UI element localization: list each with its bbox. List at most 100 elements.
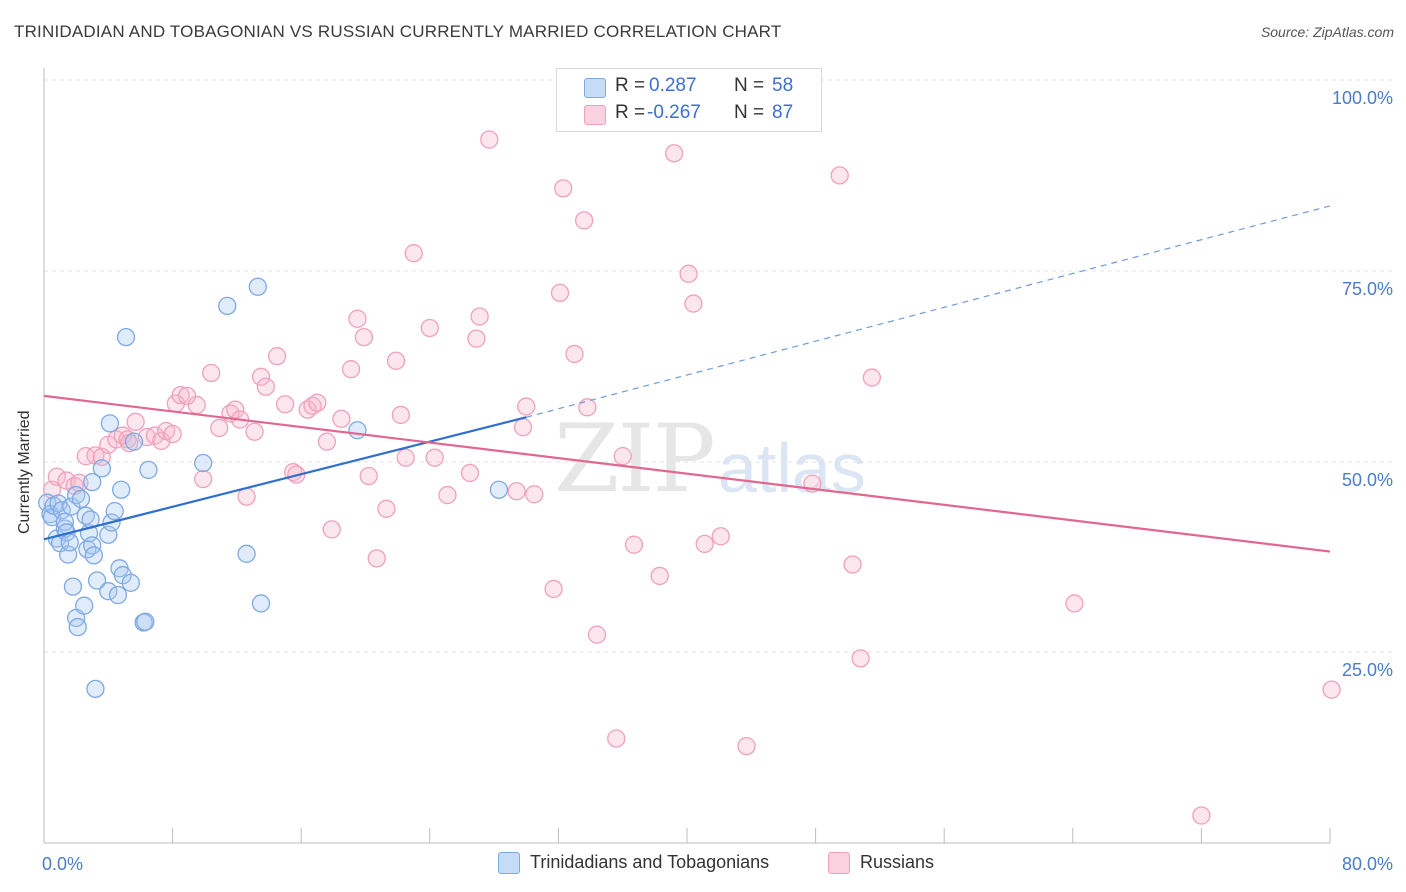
point-trinidadian: [92, 459, 112, 478]
point-russian: [1322, 680, 1341, 699]
point-russian: [308, 393, 327, 412]
point-trinidadian: [83, 472, 102, 492]
point-russian: [525, 485, 544, 504]
series1-r-label: R =: [615, 75, 646, 96]
point-russian: [354, 327, 374, 347]
point-trinidadian: [218, 296, 237, 315]
point-trinidadian: [68, 617, 87, 637]
point-trinidadian: [62, 497, 81, 516]
point-russian: [202, 363, 221, 383]
point-russian: [711, 527, 730, 546]
point-russian: [275, 395, 295, 414]
point-russian: [163, 424, 182, 444]
point-russian: [574, 211, 594, 230]
point-russian: [695, 534, 714, 554]
point-russian: [187, 395, 206, 415]
point-russian: [1065, 594, 1084, 613]
series2-swatch: [584, 105, 606, 125]
point-trinidadian: [251, 594, 271, 613]
point-russian: [480, 130, 499, 149]
point-russian: [386, 351, 406, 370]
point-russian: [391, 405, 411, 425]
point-russian: [47, 467, 67, 486]
point-trinidadian: [136, 612, 155, 631]
series1-n-value: 58: [772, 75, 794, 96]
point-russian: [76, 447, 95, 466]
point-trinidadian: [52, 501, 71, 520]
point-trinidadian: [116, 327, 136, 347]
point-trinidadian: [193, 453, 213, 473]
point-trinidadian: [348, 421, 367, 440]
point-trinidadian: [84, 546, 103, 565]
series1-n-label: N =: [734, 75, 765, 96]
point-russian: [126, 412, 145, 431]
point-russian: [193, 469, 213, 489]
point-russian: [177, 386, 197, 406]
legend-swatch-series1: [498, 852, 520, 874]
point-russian: [322, 520, 341, 539]
point-russian: [843, 555, 862, 574]
series2-n-value: 87: [772, 102, 794, 123]
chart-title: TRINIDADIAN AND TOBAGONIAN VS RUSSIAN CU…: [14, 22, 782, 41]
point-trinidadian: [124, 432, 144, 451]
point-trinidadian: [87, 571, 107, 590]
point-russian: [367, 549, 386, 568]
point-trinidadian: [489, 480, 509, 499]
point-trinidadian: [100, 414, 120, 433]
point-russian: [513, 418, 533, 437]
series1-swatch: [584, 78, 606, 98]
point-russian: [587, 625, 607, 644]
series1-r-value: 0.287: [649, 75, 697, 96]
point-trinidadian: [60, 533, 79, 552]
series2-n-label: N =: [734, 102, 765, 123]
point-trinidadian: [139, 460, 158, 480]
point-russian: [171, 385, 190, 405]
point-trinidadian: [112, 480, 131, 499]
point-russian: [517, 397, 536, 416]
point-russian: [256, 377, 275, 396]
point-trinidadian: [71, 489, 91, 509]
point-russian: [348, 309, 367, 328]
point-russian: [341, 360, 361, 379]
point-russian: [1192, 806, 1211, 825]
watermark-atlas: atlas: [718, 429, 866, 507]
point-trinidadian: [108, 585, 128, 605]
point-russian: [737, 736, 756, 756]
point-russian: [624, 535, 644, 554]
point-russian: [550, 283, 570, 303]
point-russian: [470, 307, 489, 326]
point-trinidadian: [105, 501, 124, 521]
point-russian: [862, 368, 882, 387]
point-russian: [684, 294, 703, 313]
point-russian: [554, 179, 573, 198]
point-russian: [332, 409, 351, 428]
point-russian: [679, 264, 698, 283]
legend-label-series1: Trinidadians and Tobagonians: [530, 852, 770, 872]
point-russian: [613, 447, 632, 466]
point-russian: [650, 566, 669, 586]
legend-swatch-series2: [828, 852, 850, 874]
y-tick-label: 100.0%: [1332, 88, 1393, 108]
stats-row-series1: R = 0.287 N = 58: [557, 75, 821, 101]
point-russian: [425, 448, 444, 467]
y-tick-label: 75.0%: [1342, 279, 1393, 299]
point-trinidadian: [121, 573, 140, 592]
watermark-zip: ZIP: [554, 405, 716, 514]
stats-legend: R = 0.287 N = 58 R = -0.267 N = 87: [556, 68, 822, 132]
point-russian: [303, 396, 322, 415]
point-russian: [210, 418, 229, 438]
x-tick-label: 80.0%: [1342, 854, 1393, 874]
point-russian: [245, 422, 264, 441]
series2-r-value: -0.267: [647, 102, 701, 123]
y-axis-label: Currently Married: [16, 410, 33, 534]
point-russian: [251, 367, 271, 386]
point-russian: [851, 649, 870, 668]
point-russian: [544, 579, 563, 599]
x-tick-label: 0.0%: [42, 854, 83, 874]
point-russian: [467, 329, 486, 348]
legend-label-series2: Russians: [860, 852, 935, 872]
point-trinidadian: [248, 277, 267, 296]
point-russian: [359, 466, 378, 486]
point-trinidadian: [99, 582, 118, 601]
